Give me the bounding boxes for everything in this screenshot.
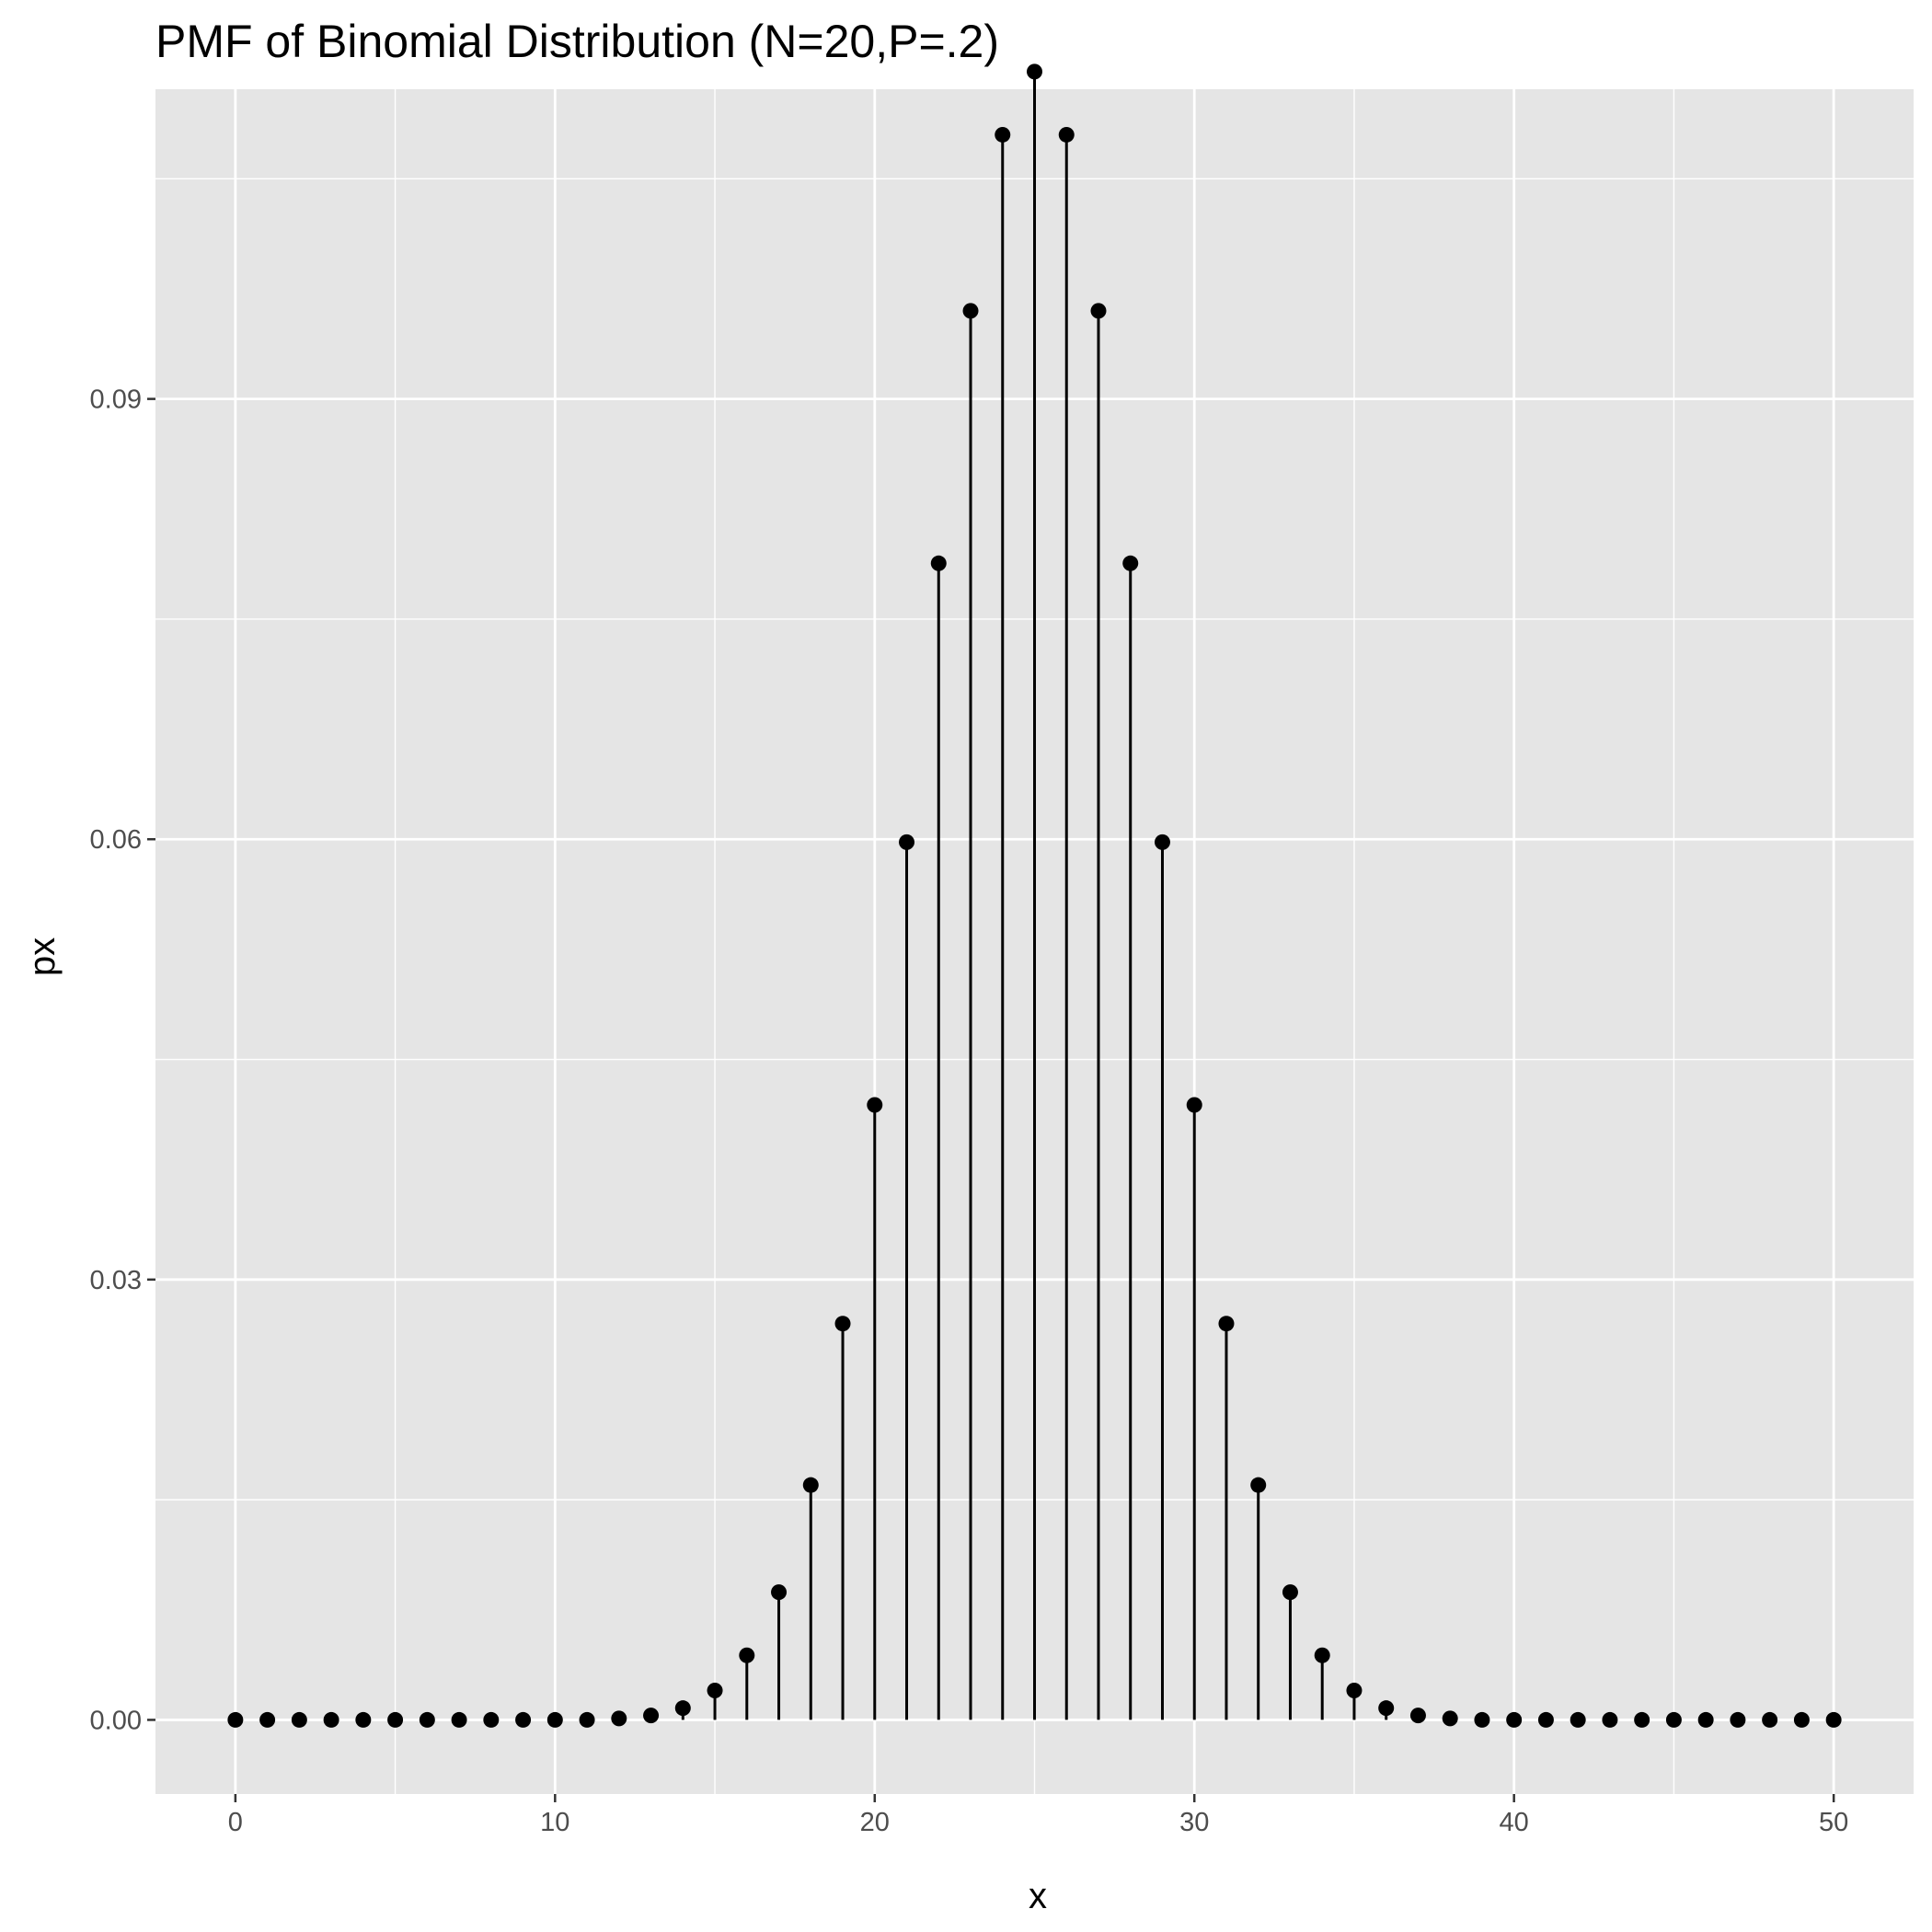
data-point bbox=[1409, 1708, 1426, 1724]
data-point bbox=[1506, 1711, 1523, 1728]
data-point bbox=[515, 1711, 532, 1728]
data-point bbox=[899, 834, 915, 850]
data-point bbox=[1090, 303, 1107, 319]
y-tick-label: 0.09 bbox=[90, 385, 142, 415]
data-point bbox=[707, 1683, 723, 1699]
chart-title: PMF of Binomial Distribution (N=20,P=.2) bbox=[155, 16, 999, 67]
data-point bbox=[1537, 1711, 1554, 1728]
data-point bbox=[1634, 1711, 1650, 1728]
data-point bbox=[867, 1097, 883, 1113]
y-axis-title: px bbox=[22, 937, 63, 976]
y-tick-label: 0.00 bbox=[90, 1706, 142, 1735]
data-point bbox=[674, 1700, 691, 1717]
x-tick-label: 10 bbox=[540, 1808, 569, 1837]
data-point bbox=[1314, 1647, 1330, 1663]
data-point bbox=[1346, 1683, 1363, 1699]
x-tick-label: 40 bbox=[1500, 1808, 1529, 1837]
y-axis: 0.00 0.03 0.06 0.09 bbox=[90, 385, 155, 1735]
x-tick-label: 20 bbox=[860, 1808, 890, 1837]
data-point bbox=[387, 1711, 404, 1728]
data-point bbox=[1378, 1700, 1395, 1717]
data-point bbox=[1474, 1711, 1490, 1728]
data-point bbox=[1282, 1584, 1298, 1601]
data-point bbox=[611, 1710, 627, 1727]
data-point bbox=[419, 1711, 435, 1728]
data-point bbox=[802, 1477, 819, 1493]
data-point bbox=[1697, 1711, 1714, 1728]
data-point bbox=[1218, 1316, 1235, 1332]
x-tick-label: 50 bbox=[1819, 1808, 1848, 1837]
data-point bbox=[1570, 1711, 1586, 1728]
data-point bbox=[962, 303, 979, 319]
data-point bbox=[451, 1711, 467, 1728]
y-tick-label: 0.06 bbox=[90, 825, 142, 855]
data-point bbox=[834, 1316, 851, 1332]
data-point bbox=[483, 1711, 500, 1728]
data-point bbox=[739, 1647, 755, 1663]
data-point bbox=[930, 555, 947, 571]
data-point bbox=[1058, 126, 1075, 143]
data-point bbox=[259, 1711, 276, 1728]
data-point bbox=[1825, 1711, 1842, 1728]
x-tick-label: 30 bbox=[1179, 1808, 1209, 1837]
data-point bbox=[1186, 1097, 1202, 1113]
data-point bbox=[323, 1711, 339, 1728]
data-point bbox=[1602, 1711, 1618, 1728]
data-point bbox=[1154, 834, 1170, 850]
major-gridlines bbox=[155, 89, 1914, 1794]
data-point bbox=[1665, 1711, 1682, 1728]
data-point bbox=[1793, 1711, 1810, 1728]
x-axis-title: x bbox=[1029, 1876, 1047, 1916]
x-axis: 0 10 20 30 40 50 bbox=[228, 1794, 1848, 1837]
y-tick-label: 0.03 bbox=[90, 1266, 142, 1295]
data-point bbox=[227, 1711, 244, 1728]
data-point bbox=[355, 1711, 372, 1728]
data-point bbox=[1250, 1477, 1267, 1493]
data-point bbox=[1442, 1710, 1458, 1727]
data-point bbox=[643, 1708, 660, 1724]
data-point bbox=[1027, 63, 1042, 80]
data-point bbox=[995, 126, 1011, 143]
data-point bbox=[1730, 1711, 1746, 1728]
data-point bbox=[546, 1711, 563, 1728]
x-tick-label: 0 bbox=[228, 1808, 243, 1837]
stems bbox=[617, 71, 1452, 1720]
points bbox=[227, 63, 1842, 1728]
data-point bbox=[1122, 555, 1139, 571]
data-point bbox=[579, 1711, 595, 1728]
data-point bbox=[291, 1711, 307, 1728]
data-point bbox=[771, 1584, 788, 1601]
data-point bbox=[1762, 1711, 1778, 1728]
